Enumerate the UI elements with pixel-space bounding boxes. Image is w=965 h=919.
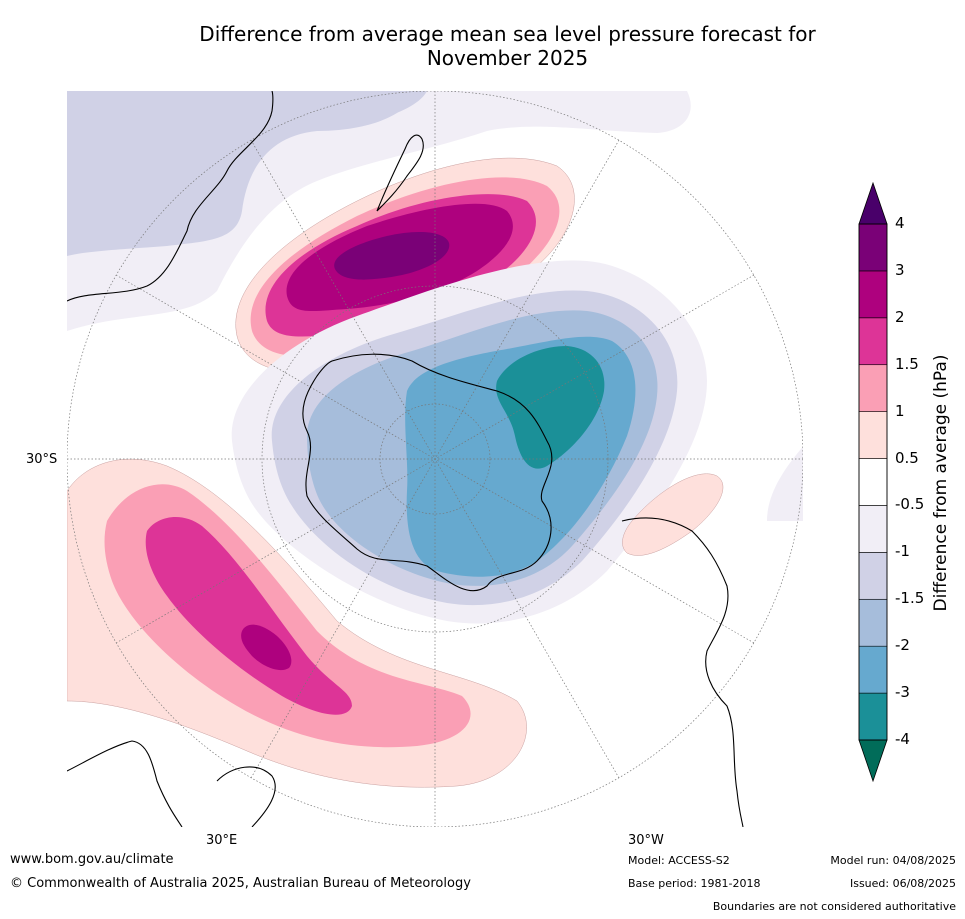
colorbar-band	[858, 598, 888, 647]
pressure-anomaly-map	[67, 91, 803, 827]
colorbar-tick-label: 1.5	[895, 354, 919, 373]
colorbar-band	[858, 692, 888, 741]
anomaly-neg-0p5-east	[767, 446, 803, 521]
colorbar-band	[858, 411, 888, 459]
colorbar-band	[858, 458, 888, 506]
graticule	[67, 91, 803, 827]
lon-label-30w: 30°W	[628, 833, 664, 848]
footer-issued: Issued: 06/08/2025	[849, 877, 956, 890]
south-america-coastline	[621, 517, 744, 827]
footer-model-run: Model run: 04/08/2025	[830, 854, 956, 867]
antarctica-coastline	[302, 353, 553, 592]
anomaly-neg-1-west	[67, 91, 427, 256]
colorbar-tick-label: -3	[895, 683, 910, 702]
colorbar-band	[858, 552, 888, 600]
footer-copyright: © Commonwealth of Australia 2025, Austra…	[10, 876, 471, 891]
colorbar-bands	[858, 223, 888, 741]
new-zealand-coastline	[376, 134, 424, 212]
lat-label-30s: 30°S	[26, 452, 58, 467]
footer-disclaimer: Boundaries are not considered authoritat…	[712, 900, 956, 913]
australia-coastline	[67, 91, 274, 302]
colorbar-tick-label: 0.5	[895, 448, 919, 467]
colorbar-tick-label: -2	[895, 636, 910, 655]
colorbar	[858, 182, 888, 782]
colorbar-band	[858, 645, 888, 694]
colorbar-tick-label: 1	[895, 401, 905, 420]
colorbar-tick-label: -4	[895, 730, 910, 748]
colorbar-under-triangle	[858, 739, 888, 782]
anomaly-pos-1p5-indian	[145, 516, 352, 715]
colorbar-over-triangle	[858, 182, 888, 225]
colorbar-tick-label: -1.5	[895, 589, 925, 608]
footer-website: www.bom.gov.au/climate	[10, 852, 174, 867]
anomaly-neg-1-north	[187, 91, 417, 131]
footer-base-period: Base period: 1981-2018	[628, 877, 761, 890]
anomaly-pos-3-tasman	[334, 231, 450, 280]
colorbar-tick-label: -0.5	[895, 495, 925, 514]
colorbar-tick-label: -1	[895, 542, 910, 561]
title-line-1: Difference from average mean sea level p…	[199, 22, 816, 46]
colorbar-band	[858, 223, 888, 272]
colorbar-tick-label: 4	[895, 214, 905, 232]
anomaly-pos-0p5-south-america	[622, 473, 724, 556]
lon-label-30e: 30°E	[206, 833, 238, 848]
colorbar-band	[858, 505, 888, 553]
anomaly-pos-2-indian	[241, 624, 292, 671]
map-title: Difference from average mean sea level p…	[0, 22, 965, 70]
colorbar-tick-label: 2	[895, 307, 905, 326]
coastlines	[67, 91, 744, 827]
colorbar-band	[858, 270, 888, 319]
colorbar-band	[858, 317, 888, 366]
colorbar-tick-label: 3	[895, 260, 905, 279]
footer-model: Model: ACCESS-S2	[628, 854, 730, 867]
africa-coastline	[67, 740, 183, 827]
colorbar-title: Difference from average (hPa)	[931, 354, 951, 612]
madagascar-coastline	[216, 766, 276, 827]
colorbar-band	[858, 364, 888, 412]
title-line-2: November 2025	[426, 46, 589, 70]
